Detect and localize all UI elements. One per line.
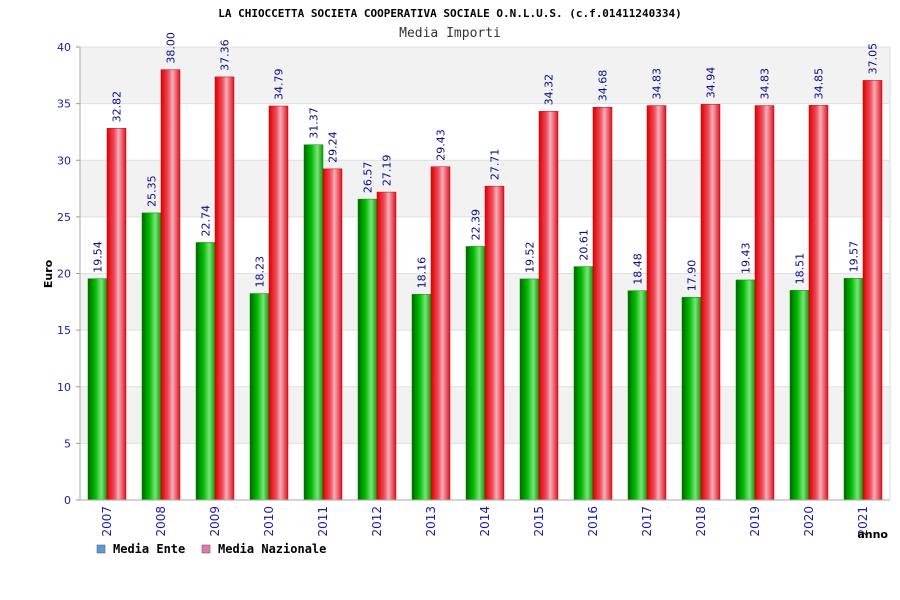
ente-bar bbox=[465, 246, 486, 501]
ente-bar bbox=[303, 144, 324, 501]
ente-value-label: 31.37 bbox=[308, 107, 321, 139]
nazionale-bar bbox=[592, 106, 613, 501]
x-tick-label: 2011 bbox=[316, 506, 330, 537]
ente-bar bbox=[735, 279, 756, 501]
y-axis: 0 5 10 15 20 25 30 35 40 bbox=[57, 41, 891, 507]
nazionale-bar bbox=[430, 166, 451, 501]
x-axis: 2007 2008 2009 2010 2011 2012 2013 2014 2015 2016… bbox=[80, 499, 890, 537]
ente-value-label: 20.61 bbox=[578, 229, 591, 261]
ente-value-label: 18.16 bbox=[416, 257, 429, 289]
x-axis-title: anno bbox=[857, 528, 888, 541]
y-tick-label: 25 bbox=[57, 211, 71, 224]
x-tick-label: 2021 bbox=[856, 506, 870, 537]
nazionale-value-label: 29.24 bbox=[327, 131, 340, 163]
ente-value-label: 17.90 bbox=[686, 260, 699, 292]
x-tick-label: 2018 bbox=[694, 506, 708, 537]
nazionale-value-label: 37.05 bbox=[867, 43, 880, 75]
nazionale-value-label: 34.32 bbox=[543, 74, 556, 106]
nazionale-bar bbox=[376, 191, 397, 501]
x-tick-label: 2014 bbox=[478, 506, 492, 537]
y-tick-label: 20 bbox=[57, 268, 71, 281]
nazionale-bar bbox=[106, 128, 127, 501]
nazionale-bar bbox=[754, 105, 775, 501]
nazionale-bar bbox=[808, 105, 829, 501]
nazionale-bar bbox=[268, 105, 289, 501]
legend-label: Media Nazionale bbox=[218, 542, 326, 556]
ente-value-label: 26.57 bbox=[362, 162, 375, 194]
nazionale-bar bbox=[322, 168, 343, 501]
nazionale-bar bbox=[484, 185, 505, 501]
y-tick-label: 0 bbox=[64, 494, 71, 507]
nazionale-value-label: 34.68 bbox=[597, 70, 610, 102]
nazionale-value-label: 37.36 bbox=[219, 39, 232, 71]
y-tick-label: 5 bbox=[64, 437, 71, 450]
nazionale-value-label: 34.85 bbox=[813, 68, 826, 100]
ente-value-label: 18.48 bbox=[632, 253, 645, 285]
ente-value-label: 22.74 bbox=[200, 205, 213, 237]
nazionale-bar bbox=[214, 76, 235, 501]
ente-bar bbox=[627, 290, 648, 501]
ente-bar bbox=[519, 278, 540, 501]
y-tick-label: 35 bbox=[57, 98, 71, 111]
y-tick-label: 30 bbox=[57, 154, 71, 167]
nazionale-value-label: 34.83 bbox=[759, 68, 772, 100]
ente-bar bbox=[195, 242, 216, 501]
ente-bar bbox=[357, 198, 378, 501]
legend-swatch bbox=[201, 544, 211, 554]
nazionale-bar bbox=[700, 104, 721, 501]
nazionale-value-label: 27.71 bbox=[489, 149, 502, 181]
ente-value-label: 18.23 bbox=[254, 256, 267, 288]
ente-value-label: 18.51 bbox=[794, 253, 807, 285]
nazionale-value-label: 38.00 bbox=[165, 32, 178, 64]
x-tick-label: 2008 bbox=[154, 506, 168, 537]
ente-value-label: 19.54 bbox=[92, 241, 105, 273]
y-axis-title: Euro bbox=[42, 259, 55, 288]
ente-value-label: 25.35 bbox=[146, 175, 159, 207]
y-tick-label: 10 bbox=[57, 381, 71, 394]
ente-value-label: 22.39 bbox=[470, 209, 483, 241]
x-tick-label: 2010 bbox=[262, 506, 276, 537]
nazionale-value-label: 32.82 bbox=[111, 91, 124, 123]
bars: 19.54 32.82 25.35 38.00 22.74 37.36 18.23 34.79… bbox=[87, 32, 883, 501]
y-tick-label: 40 bbox=[57, 41, 71, 54]
ente-bar bbox=[249, 293, 270, 501]
nazionale-bar bbox=[862, 80, 883, 501]
ente-bar bbox=[411, 294, 432, 501]
legend: Media Ente Media Nazionale bbox=[96, 542, 326, 556]
ente-value-label: 19.52 bbox=[524, 241, 537, 273]
ente-value-label: 19.57 bbox=[848, 241, 861, 273]
x-tick-label: 2020 bbox=[802, 506, 816, 537]
ente-bar bbox=[789, 290, 810, 501]
chart-subtitle: Media Importi bbox=[399, 26, 501, 41]
ente-bar bbox=[141, 212, 162, 501]
nazionale-value-label: 34.79 bbox=[273, 69, 286, 101]
ente-bar bbox=[681, 297, 702, 501]
x-tick-label: 2012 bbox=[370, 506, 384, 537]
legend-label: Media Ente bbox=[113, 542, 185, 556]
nazionale-value-label: 34.83 bbox=[651, 68, 664, 100]
x-tick-label: 2015 bbox=[532, 506, 546, 537]
y-tick-label: 15 bbox=[57, 324, 71, 337]
legend-swatch bbox=[96, 544, 106, 554]
x-tick-label: 2016 bbox=[586, 506, 600, 537]
nazionale-value-label: 34.94 bbox=[705, 67, 718, 99]
x-tick-label: 2019 bbox=[748, 506, 762, 537]
ente-bar bbox=[843, 278, 864, 501]
nazionale-bar bbox=[646, 105, 667, 501]
x-tick-label: 2007 bbox=[100, 506, 114, 537]
x-tick-label: 2013 bbox=[424, 506, 438, 537]
ente-bar bbox=[87, 278, 108, 501]
x-tick-label: 2017 bbox=[640, 506, 654, 537]
nazionale-value-label: 27.19 bbox=[381, 155, 394, 187]
nazionale-bar bbox=[538, 111, 559, 501]
nazionale-value-label: 29.43 bbox=[435, 129, 448, 161]
ente-value-label: 19.43 bbox=[740, 242, 753, 274]
x-tick-label: 2009 bbox=[208, 506, 222, 537]
nazionale-bar bbox=[160, 69, 181, 501]
ente-bar bbox=[573, 266, 594, 501]
chart-title: LA CHIOCCETTA SOCIETA COOPERATIVA SOCIAL… bbox=[218, 7, 682, 20]
